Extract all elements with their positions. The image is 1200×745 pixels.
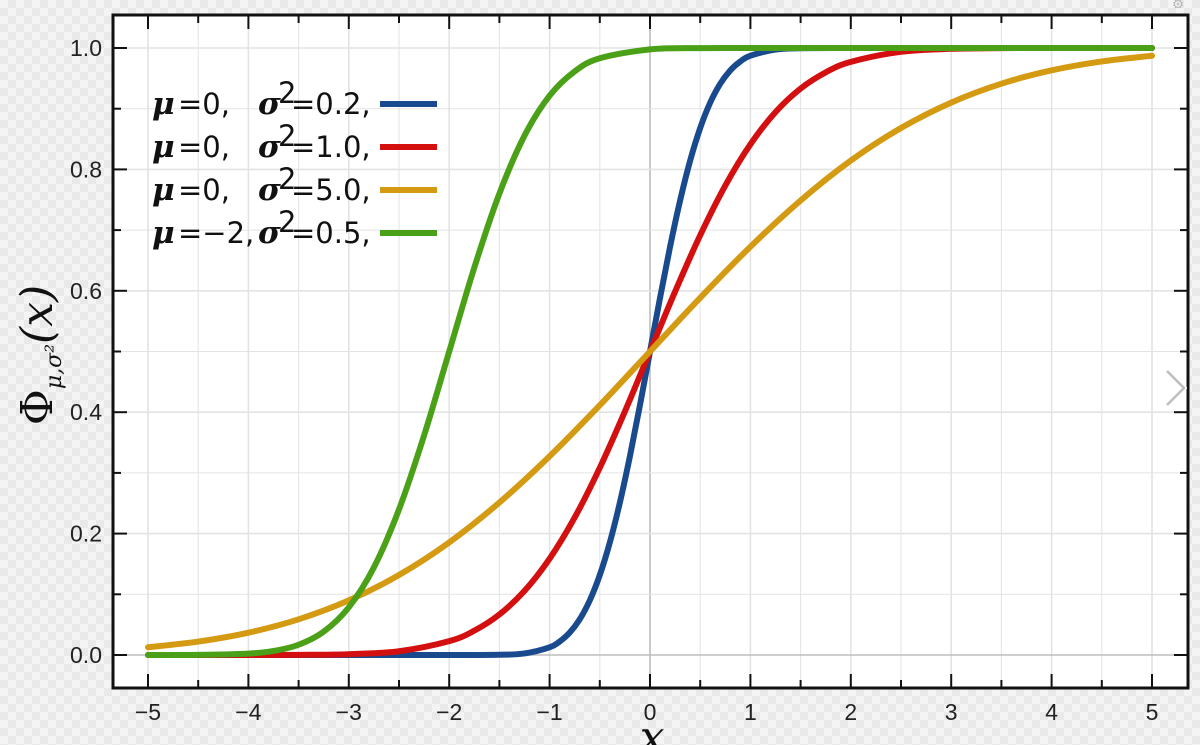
legend-entry-2: μ =0, σ2=1.0, (152, 119, 437, 165)
svg-text:Φμ,σ²(x): Φμ,σ²(x) (12, 285, 67, 425)
x-tick-label: 2 (844, 699, 857, 725)
x-tick-label: −4 (235, 699, 261, 725)
y-tick-label: 1.0 (70, 35, 102, 61)
legend-sigma-value: =5.0, (291, 173, 371, 207)
x-tick-label: 4 (1045, 699, 1058, 725)
legend-sigma-symbol: σ (258, 129, 281, 165)
y-tick-label: 0.2 (70, 521, 102, 547)
legend-mu-value: =0, (178, 130, 230, 164)
legend-sigma-value: =1.0, (291, 130, 371, 164)
legend-mu-value: =0, (178, 173, 230, 207)
legend-sigma-symbol: σ (258, 215, 281, 251)
y-tick-label: 0.8 (70, 156, 102, 182)
series-lines (145, 44, 1155, 659)
plot-frame (111, 13, 1190, 690)
series-line-4 (145, 44, 1155, 659)
legend-entry-3: μ =0, σ2=5.0, (152, 162, 437, 208)
legend-mu-value: =0, (178, 87, 230, 121)
legend-mu-symbol: μ (152, 86, 175, 122)
legend-mu-symbol: μ (152, 172, 175, 208)
chevron-right-icon (1164, 368, 1187, 408)
legend-mu-value: =−2, (178, 216, 254, 250)
legend-sigma-exponent: 2 (278, 205, 296, 239)
next-image-button[interactable] (1162, 366, 1190, 410)
y-tick-label: 0.4 (70, 399, 102, 425)
x-tick-label: 3 (945, 699, 958, 725)
series-line-3 (145, 52, 1155, 651)
y-axis-label: Φμ,σ²(x) (12, 285, 67, 425)
legend-entry-1: μ =0, σ2=0.2, (152, 76, 437, 122)
x-tick-label: −2 (436, 699, 462, 725)
legend-sigma-exponent: 2 (278, 119, 296, 153)
legend-sigma-value: =0.2, (291, 87, 371, 121)
x-axis-label: x (640, 712, 665, 745)
x-tick-label: −3 (336, 699, 362, 725)
gear-icon[interactable]: ⚙ (1171, 0, 1185, 8)
legend-mu-symbol: μ (152, 215, 175, 251)
legend-sigma-exponent: 2 (278, 162, 296, 196)
x-tick-label: 1 (744, 699, 757, 725)
y-axis-label-sub: μ,σ² (42, 344, 67, 389)
y-tick-label: 0.6 (70, 278, 102, 304)
legend-sigma-symbol: σ (258, 172, 281, 208)
legend-mu-symbol: μ (152, 129, 175, 165)
x-tick-label: 0 (644, 699, 657, 725)
y-axis-label-main: Φ (12, 389, 63, 425)
y-tick-label: 0.0 (70, 642, 102, 668)
y-tick-labels: 0.0 0.2 0.4 0.6 0.8 1.0 (70, 35, 102, 668)
legend: μ =0, σ2=0.2,μ =0, σ2=1.0,μ =0, σ2=5.0,μ =−2, σ2… (152, 76, 437, 251)
legend-sigma-value: =0.5, (291, 216, 371, 250)
legend-entry-4: μ =−2, σ2=0.5, (152, 205, 437, 251)
axis-ticks (113, 15, 1188, 688)
x-tick-labels: −5 −4 −3 −2 −1 0 1 2 3 4 5 (135, 699, 1159, 725)
x-tick-label: −5 (135, 699, 161, 725)
legend-sigma-symbol: σ (258, 86, 281, 122)
legend-sigma-exponent: 2 (278, 76, 296, 110)
x-tick-label: 5 (1146, 699, 1159, 725)
y-axis-label-arg: (x) (12, 285, 63, 344)
x-tick-label: −1 (536, 699, 562, 725)
